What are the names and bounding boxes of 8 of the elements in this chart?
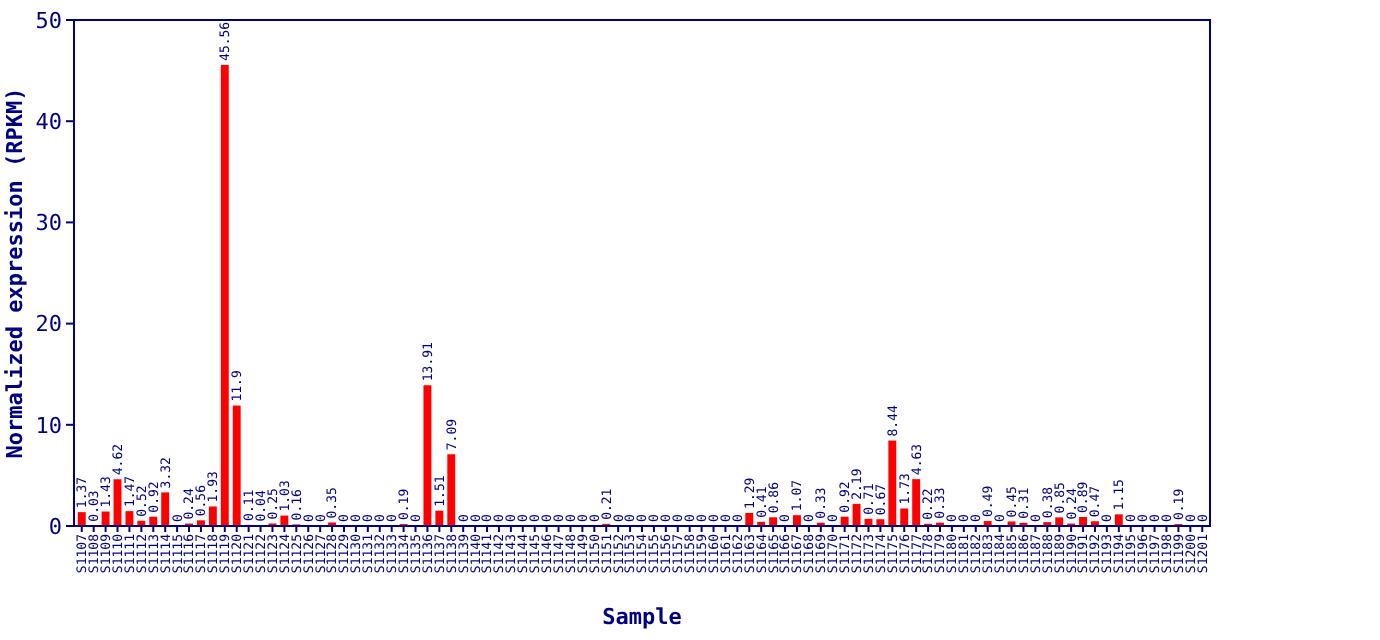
y-tick-label: 30	[35, 210, 62, 237]
y-tick-label: 40	[35, 108, 62, 135]
y-tick-label: 20	[35, 311, 62, 338]
y-tick-label: 0	[48, 513, 62, 540]
y-tick-label: 50	[35, 7, 62, 34]
y-tick-label: 10	[35, 412, 62, 439]
y-axis-title: Normalized expression (RPKM)	[2, 87, 28, 459]
x-axis-title: Sample	[602, 604, 683, 630]
